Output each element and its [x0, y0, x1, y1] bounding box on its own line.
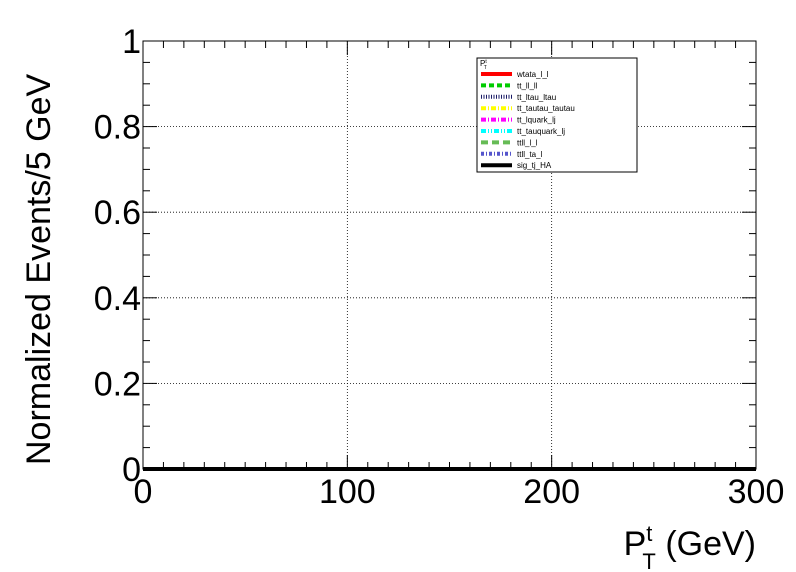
legend-label-tt_ll_ll: tt_ll_ll: [517, 81, 538, 90]
x-tick-label-0: 0: [134, 473, 153, 511]
x-axis-title-sub: T: [642, 549, 655, 572]
x-tick-label-1: 100: [319, 473, 376, 511]
legend-label-tt_tauquark_lj: tt_tauquark_lj: [517, 127, 565, 136]
x-axis-title-sup: t: [646, 521, 652, 546]
legend-label-wtata_l_l: wtata_l_l: [516, 70, 549, 79]
y-axis-title: Normalized Events/5 GeV: [20, 74, 58, 465]
y-tick-label-0: 0: [122, 451, 141, 489]
legend-header-sub: T: [484, 65, 487, 71]
plot-frame: [142, 40, 757, 470]
legend-entries: wtata_l_l tt_ll_ll tt_ltau_ltau tt_tautau_t…: [481, 70, 575, 170]
x-axis-title-main: P: [624, 525, 647, 563]
y-tick-label-5: 1: [122, 23, 141, 61]
legend-label-tt_lquark_lj: tt_lquark_lj: [517, 116, 556, 125]
legend-label-ttll_ta_l: ttll_ta_l: [517, 150, 543, 159]
y-tick-labels: 0 0.2 0.4 0.6 0.8 1: [94, 23, 141, 489]
legend-label-tt_tautau_tautau: tt_tautau_tautau: [517, 104, 575, 113]
minor-ticks: [142, 40, 757, 470]
x-tick-labels: 0 100 200 300: [134, 473, 785, 511]
legend-header-sup: t: [485, 59, 487, 65]
x-axis-title: Pt T (GeV): [624, 521, 756, 572]
legend-header-main: P: [480, 59, 485, 68]
legend-label-sig_tj_HA: sig_tj_HA: [517, 161, 552, 170]
legend-header: Pt T: [480, 59, 487, 71]
legend-label-tt_ltau_ltau: tt_ltau_ltau: [517, 93, 556, 102]
y-tick-label-2: 0.4: [94, 280, 141, 318]
y-tick-label-3: 0.6: [94, 194, 141, 232]
x-tick-label-3: 300: [728, 473, 785, 511]
grid: [143, 41, 756, 469]
legend-label-ttll_l_l: ttll_l_l: [517, 138, 538, 147]
x-tick-label-2: 200: [523, 473, 580, 511]
legend: Pt T wtata_l_l tt_ll_ll tt_ltau_ltau tt_taut…: [476, 57, 638, 173]
x-axis-title-unit: (GeV): [656, 525, 756, 563]
y-tick-label-4: 0.8: [94, 109, 141, 147]
legend-box: [476, 57, 638, 173]
y-tick-label-1: 0.2: [94, 365, 141, 403]
